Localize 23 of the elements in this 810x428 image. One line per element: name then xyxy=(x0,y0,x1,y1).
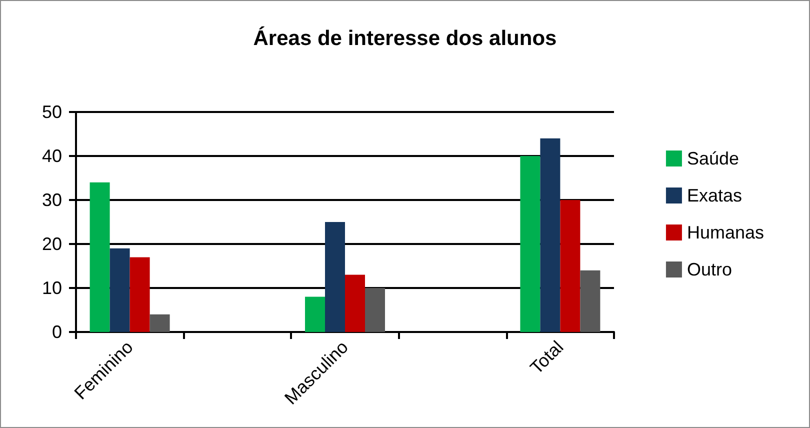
legend-label: Humanas xyxy=(686,222,764,242)
chart-title: Áreas de interesse dos alunos xyxy=(253,26,557,50)
bar xyxy=(520,156,540,332)
y-tick-label: 10 xyxy=(42,278,62,298)
legend-label: Exatas xyxy=(686,186,742,206)
y-tick-label: 40 xyxy=(42,146,62,166)
bar xyxy=(325,222,345,332)
legend-label: Outro xyxy=(686,260,732,280)
bar xyxy=(90,182,110,332)
bar xyxy=(365,288,385,332)
bar xyxy=(540,138,560,332)
y-tick-label: 0 xyxy=(52,322,62,342)
y-tick-label: 50 xyxy=(42,102,62,122)
y-tick-label: 20 xyxy=(42,234,62,254)
bar xyxy=(345,274,365,332)
bar xyxy=(110,248,130,332)
legend-label: Saúde xyxy=(686,148,740,168)
y-tick-label: 30 xyxy=(42,190,62,210)
bar xyxy=(150,314,170,332)
bar xyxy=(580,270,600,332)
bar xyxy=(130,257,150,332)
bar xyxy=(560,200,580,332)
bar xyxy=(305,296,325,332)
